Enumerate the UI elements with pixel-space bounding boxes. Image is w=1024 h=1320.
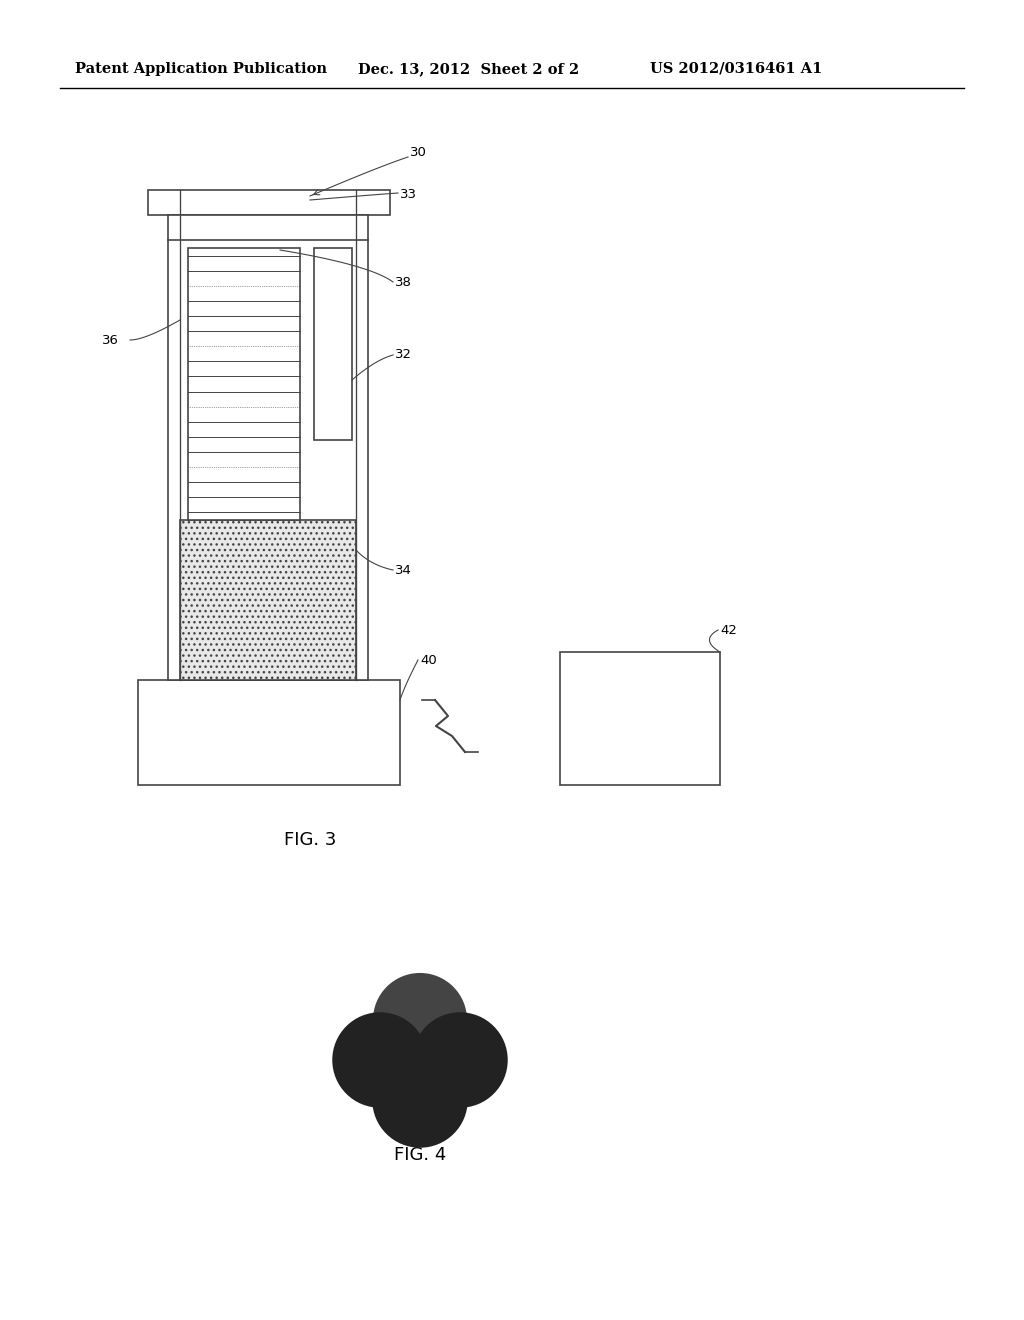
Circle shape bbox=[374, 1053, 466, 1146]
Text: 36: 36 bbox=[102, 334, 119, 346]
Text: 34: 34 bbox=[395, 564, 412, 577]
Bar bbox=[560, 652, 720, 785]
Text: FIG. 4: FIG. 4 bbox=[394, 1146, 446, 1164]
Bar bbox=[138, 680, 400, 785]
Text: 32: 32 bbox=[395, 348, 412, 362]
Bar bbox=[314, 248, 352, 440]
Text: Dec. 13, 2012  Sheet 2 of 2: Dec. 13, 2012 Sheet 2 of 2 bbox=[358, 62, 580, 77]
Text: 42: 42 bbox=[720, 623, 737, 636]
Bar bbox=[148, 190, 390, 215]
Text: Patent Application Publication: Patent Application Publication bbox=[75, 62, 327, 77]
Circle shape bbox=[414, 1014, 506, 1106]
Text: 40: 40 bbox=[420, 653, 437, 667]
Text: 38: 38 bbox=[395, 276, 412, 289]
Text: US 2012/0316461 A1: US 2012/0316461 A1 bbox=[650, 62, 822, 77]
Text: 30: 30 bbox=[410, 145, 427, 158]
Bar bbox=[168, 215, 368, 680]
Circle shape bbox=[334, 1014, 426, 1106]
Circle shape bbox=[374, 974, 466, 1067]
Bar bbox=[180, 520, 356, 680]
Text: FIG. 3: FIG. 3 bbox=[284, 832, 336, 849]
Bar bbox=[188, 248, 300, 520]
Text: 33: 33 bbox=[400, 189, 417, 202]
